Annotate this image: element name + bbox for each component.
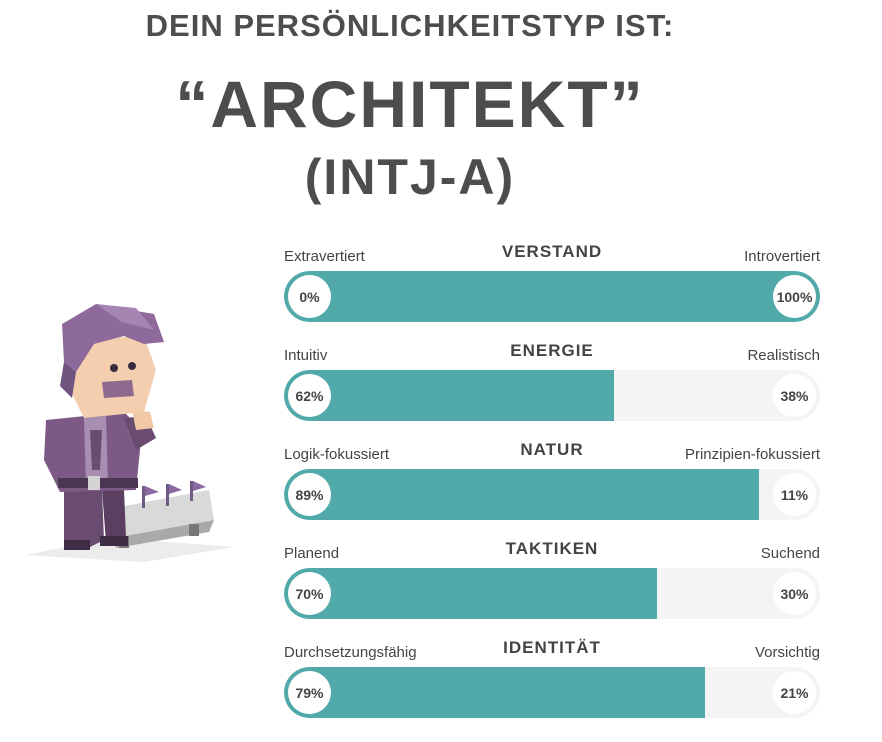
scale-title: IDENTITÄT xyxy=(503,638,601,657)
scale-right-label: Vorsichtig xyxy=(754,644,820,661)
scale-nature: Logik-fokussiert NATUR Prinzipien-fokuss… xyxy=(284,438,820,537)
scale-left-label: Logik-fokussiert xyxy=(284,446,390,463)
scale-energy: Intuitiv ENERGIE Realistisch 62% 38% xyxy=(284,339,820,438)
scale-left-percent: 0% xyxy=(288,275,331,318)
scale-title: VERSTAND xyxy=(501,242,603,261)
scale-left-label: Extravertiert xyxy=(284,248,365,265)
result-intro: DEIN PERSÖNLICHKEITSTYP IST: xyxy=(145,8,675,43)
scale-left-percent: 89% xyxy=(288,473,331,516)
scale-right-percent: 100% xyxy=(773,275,816,318)
scale-bar: 89% 11% xyxy=(284,469,820,520)
scale-bar: 79% 21% xyxy=(284,667,820,718)
scale-fill xyxy=(284,370,615,421)
scale-right-label: Realistisch xyxy=(747,347,820,364)
scale-tactics: Planend TAKTIKEN Suchend 70% 30% xyxy=(284,537,820,636)
scale-right-percent: 21% xyxy=(773,671,816,714)
trait-scales: Extravertiert VERSTAND Introvertiert 0% … xyxy=(284,240,820,735)
scale-left-label: Planend xyxy=(284,545,340,562)
scale-title: TAKTIKEN xyxy=(505,539,599,558)
scale-right-percent: 30% xyxy=(773,572,816,615)
scale-fill xyxy=(284,568,658,619)
scale-left-percent: 62% xyxy=(288,374,331,417)
scale-right-percent: 38% xyxy=(773,374,816,417)
scale-bar: 62% 38% xyxy=(284,370,820,421)
scale-fill xyxy=(284,667,706,718)
scale-right-label: Introvertiert xyxy=(744,248,820,265)
scale-right-label: Suchend xyxy=(760,545,820,562)
scale-left-percent: 70% xyxy=(288,572,331,615)
scale-left-percent: 79% xyxy=(288,671,331,714)
scale-left-label: Intuitiv xyxy=(284,347,328,364)
personality-type-name: “ARCHITEKT” xyxy=(175,67,645,141)
scale-right-percent: 11% xyxy=(773,473,816,516)
scale-fill xyxy=(284,271,820,322)
scale-title: ENERGIE xyxy=(510,341,594,360)
personality-type-code: (INTJ-A) xyxy=(304,149,516,205)
scale-title: NATUR xyxy=(520,440,584,459)
scale-identity: Durchsetzungsfähig IDENTITÄT Vorsichtig … xyxy=(284,636,820,735)
scale-fill xyxy=(284,469,760,520)
architect-chess-character-icon xyxy=(24,304,234,562)
scale-bar: 0% 100% xyxy=(284,271,820,322)
scale-left-label: Durchsetzungsfähig xyxy=(284,644,417,661)
scale-right-label: Prinzipien-fokussiert xyxy=(684,446,820,463)
scale-bar: 70% 30% xyxy=(284,568,820,619)
scale-mind: Extravertiert VERSTAND Introvertiert 0% … xyxy=(284,240,820,339)
